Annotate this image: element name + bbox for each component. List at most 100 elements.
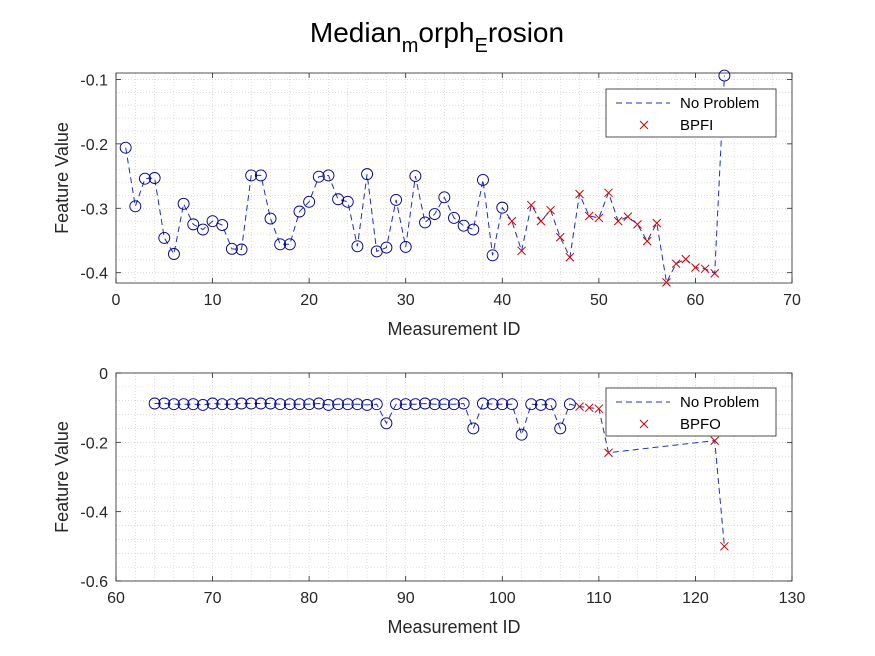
- x-tick-label: 70: [783, 292, 801, 309]
- data-point: [139, 172, 151, 185]
- legend: No Problem BPFI: [605, 88, 777, 138]
- data-point: [274, 398, 287, 411]
- data-point: [594, 213, 604, 223]
- data-point: [525, 398, 538, 411]
- title-part: orph: [418, 17, 474, 48]
- data-point: [129, 200, 142, 213]
- data-point: [718, 69, 731, 82]
- title-part: m: [402, 35, 419, 57]
- data-point: [496, 201, 509, 214]
- data-point: [216, 219, 229, 231]
- title-part: rosion: [488, 17, 564, 48]
- data-point: [322, 398, 335, 411]
- data-point: [604, 448, 613, 458]
- y-tick-label: -0.4: [80, 266, 108, 283]
- data-point: [563, 398, 576, 411]
- data-point: [380, 417, 393, 430]
- data-point: [390, 398, 403, 411]
- data-point: [187, 218, 200, 231]
- data-point: [148, 172, 161, 184]
- data-point: [438, 191, 451, 204]
- data-point: [575, 402, 584, 411]
- y-tick-label: -0.6: [80, 574, 108, 591]
- x-tick-label: 120: [682, 590, 709, 607]
- x-tick-label: 0: [112, 292, 121, 309]
- y-tick-label: 0: [99, 366, 108, 383]
- y-tick-label: -0.1: [80, 72, 108, 89]
- data-point: [158, 397, 171, 410]
- data-point: [642, 236, 652, 246]
- data-point: [536, 216, 546, 226]
- data-point: [428, 208, 441, 221]
- data-point: [264, 397, 277, 410]
- data-point: [496, 398, 509, 411]
- x-tick-label: 80: [300, 590, 318, 607]
- subplot-bottom: 60 70 80 90 100 110 120 130 -0.6 -0.4 -0.2 0 Measure…: [52, 366, 805, 637]
- x-tick-label: 60: [107, 590, 125, 607]
- data-point: [467, 422, 480, 435]
- grid: [115, 73, 793, 283]
- data-point: [167, 398, 180, 411]
- data-point: [428, 398, 441, 411]
- data-point: [225, 398, 238, 411]
- data-point: [710, 268, 720, 278]
- data-point: [361, 398, 374, 411]
- data-point: [700, 264, 710, 274]
- data-point: [467, 223, 480, 236]
- subplot-top: 0 10 20 30 40 50 60 70 -0.4 -0.3 -0.2 -0.1 Measureme…: [52, 69, 801, 339]
- data-point: [361, 168, 374, 181]
- data-point: [216, 398, 229, 411]
- data-point: [671, 259, 681, 269]
- series-markers: [575, 402, 729, 551]
- data-point: [604, 188, 613, 198]
- data-point: [283, 238, 296, 251]
- axes-box: [115, 372, 793, 582]
- data-point: [507, 216, 517, 226]
- data-point: [399, 240, 412, 253]
- y-tick-label: -0.2: [80, 137, 108, 154]
- data-point: [526, 200, 536, 210]
- data-point: [167, 248, 180, 260]
- legend-label: BPFO: [680, 416, 721, 433]
- legend-label: No Problem: [680, 95, 759, 112]
- data-point: [293, 398, 306, 411]
- data-point: [312, 170, 325, 183]
- legend-label: BPFI: [680, 117, 713, 134]
- figure-title: MedianmorphErosion: [310, 17, 564, 57]
- y-tick-label: -0.2: [80, 435, 108, 452]
- x-axis-label: Measurement ID: [387, 617, 520, 637]
- data-point: [623, 212, 633, 222]
- data-point: [575, 189, 584, 199]
- data-point: [196, 398, 209, 411]
- data-point: [187, 398, 200, 411]
- data-point: [254, 169, 267, 182]
- series-line: [154, 402, 725, 547]
- data-point: [710, 436, 720, 445]
- data-point: [177, 398, 190, 411]
- data-point: [419, 216, 431, 229]
- data-point: [119, 141, 132, 154]
- data-point: [322, 169, 335, 182]
- data-point: [254, 397, 267, 410]
- data-point: [534, 398, 547, 411]
- data-point: [380, 241, 393, 254]
- data-point: [594, 404, 604, 414]
- data-point: [613, 216, 623, 226]
- data-point: [554, 422, 567, 435]
- data-point: [584, 403, 594, 413]
- x-tick-label: 40: [493, 292, 511, 309]
- x-tick-label: 60: [687, 292, 705, 309]
- data-point: [264, 212, 277, 225]
- data-point: [399, 398, 412, 411]
- data-point: [486, 249, 499, 262]
- data-point: [720, 541, 729, 551]
- x-tick-label: 50: [590, 292, 608, 309]
- data-point: [457, 397, 470, 410]
- data-point: [515, 428, 528, 441]
- data-point: [633, 220, 642, 229]
- data-point: [351, 398, 364, 411]
- title-part: Median: [310, 17, 402, 48]
- data-point: [341, 398, 354, 411]
- x-tick-label: 20: [300, 292, 318, 309]
